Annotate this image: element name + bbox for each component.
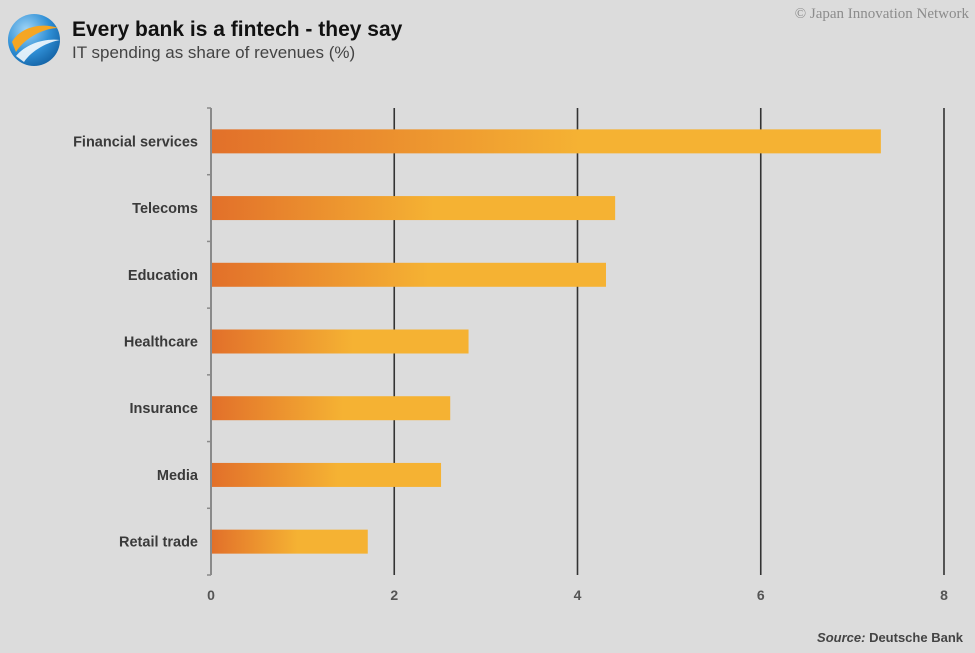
source-label: Source: xyxy=(817,630,866,645)
bar xyxy=(212,262,606,287)
bar xyxy=(212,462,442,487)
chart-subtitle: IT spending as share of revenues (%) xyxy=(72,43,356,62)
category-label: Insurance xyxy=(130,401,199,417)
x-tick-labels: 0 2 4 6 8 xyxy=(207,587,948,603)
source-value: Deutsche Bank xyxy=(865,630,963,645)
category-label: Media xyxy=(157,468,199,484)
chart-title: Every bank is a fintech - they say xyxy=(72,18,403,41)
category-label: Telecoms xyxy=(132,201,198,217)
x-tick-label: 6 xyxy=(757,587,765,603)
category-label: Financial services xyxy=(73,134,198,150)
x-tick-label: 4 xyxy=(574,587,582,603)
bar xyxy=(212,196,616,221)
copyright-notice: © Japan Innovation Network xyxy=(794,6,969,22)
category-label: Retail trade xyxy=(119,535,198,551)
bars xyxy=(212,129,881,554)
category-labels: Financial services Telecoms Education Healt… xyxy=(73,134,199,550)
bar xyxy=(212,529,368,554)
x-tick-label: 2 xyxy=(390,587,398,603)
bar xyxy=(212,329,469,354)
category-label: Education xyxy=(128,268,198,284)
gridlines xyxy=(207,107,945,576)
x-tick-label: 8 xyxy=(940,587,948,603)
category-label: Healthcare xyxy=(124,335,198,351)
bar xyxy=(212,129,881,154)
globe-logo-icon xyxy=(8,14,60,66)
bar xyxy=(212,396,451,421)
source-note: Source: Deutsche Bank xyxy=(817,630,963,645)
x-tick-label: 0 xyxy=(207,587,215,603)
